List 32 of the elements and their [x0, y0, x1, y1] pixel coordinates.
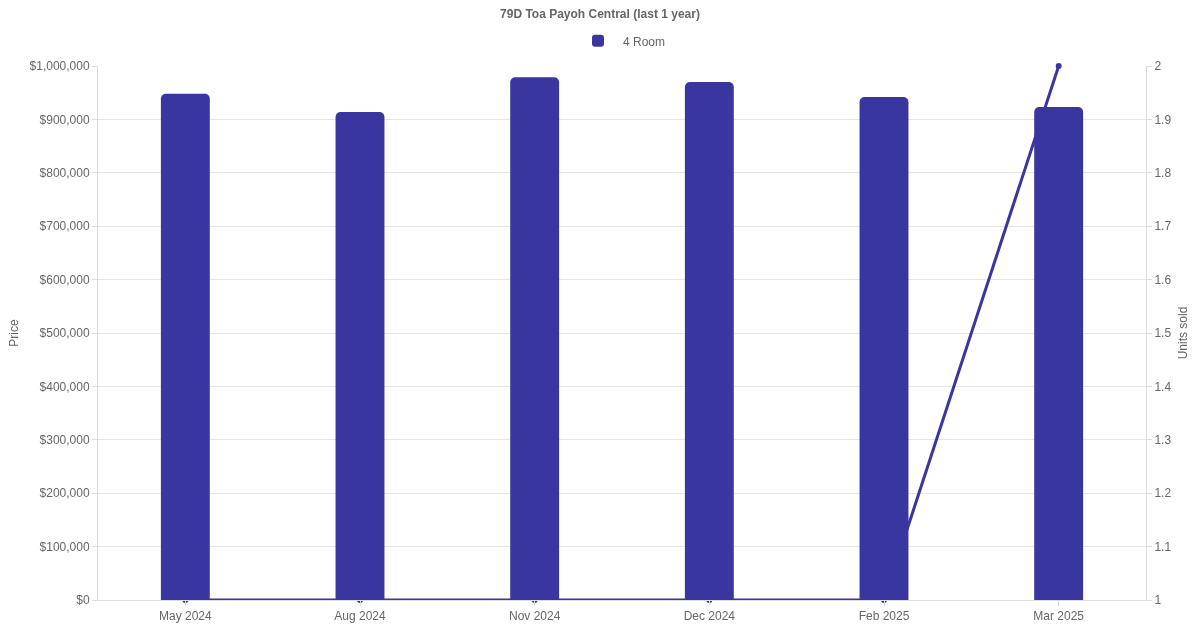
- y2-tick-label: 1.2: [1154, 486, 1172, 501]
- y2-tick-label: 1.9: [1154, 112, 1172, 127]
- y2-tick-label: 1.4: [1154, 379, 1172, 394]
- x-tick-label: Aug 2024: [334, 609, 387, 624]
- y-tick-label: $600,000: [39, 272, 90, 287]
- y2-tick-label: 1.3: [1154, 433, 1172, 447]
- y2-tick-label: 1.1: [1154, 539, 1172, 554]
- legend-label: 4 Room: [623, 34, 666, 49]
- chart-title: 79D Toa Payoh Central (last 1 year): [500, 6, 700, 21]
- x-tick-label: Dec 2024: [683, 609, 736, 624]
- y2-tick-label: 1: [1154, 593, 1162, 608]
- x-tick-label: Mar 2025: [1033, 609, 1085, 624]
- y-tick-label: $800,000: [39, 166, 90, 180]
- y2-tick-label: 1.6: [1154, 272, 1172, 287]
- y2-tick-label: 1.5: [1154, 326, 1172, 341]
- y-tick-label: $900,000: [39, 112, 90, 127]
- y-tick-label: $1,000,000: [29, 59, 90, 74]
- y-tick-label: $700,000: [39, 219, 90, 234]
- x-tick-label: Nov 2024: [508, 609, 561, 624]
- x-tick-label: May 2024: [158, 609, 212, 624]
- y-tick-label: $200,000: [39, 486, 90, 501]
- y-tick-label: $0: [76, 593, 90, 608]
- y-tick-label: $100,000: [39, 539, 90, 554]
- y-tick-label: $500,000: [39, 326, 90, 341]
- y2-tick-label: 1.7: [1154, 219, 1172, 234]
- y2-tick-label: 2: [1154, 59, 1162, 74]
- y-axis-title: Price: [6, 319, 21, 347]
- y2-tick-label: 1.8: [1154, 166, 1172, 180]
- x-tick-label: Feb 2025: [858, 609, 910, 624]
- y-tick-label: $300,000: [39, 433, 90, 447]
- y2-axis-title: Units sold: [1176, 306, 1191, 360]
- y-tick-label: $400,000: [39, 379, 90, 394]
